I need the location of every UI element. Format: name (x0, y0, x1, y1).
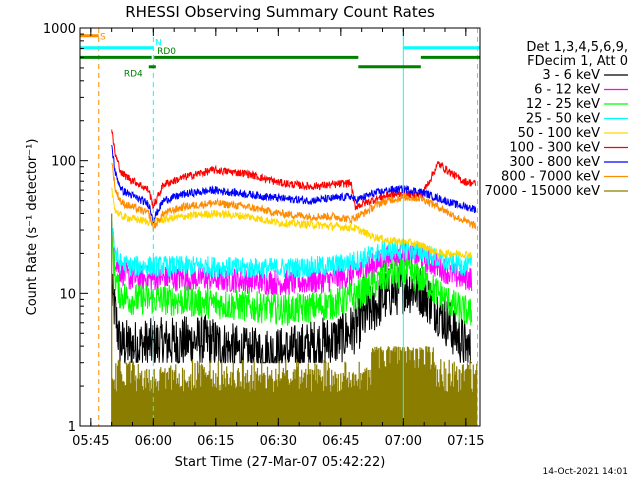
series-bars-7000-15000 (111, 346, 478, 426)
x-tick-label-0: 05:45 (72, 434, 109, 449)
x-tick-label-4: 06:45 (322, 434, 359, 449)
annotation-label-rd0: RD0 (157, 47, 176, 57)
annotation-label-rd4: RD4 (124, 70, 143, 80)
y-tick-label-1: 10 (59, 287, 76, 302)
plot-frame (79, 27, 481, 427)
legend-label-1: 6 - 12 keV (534, 83, 600, 98)
legend-label-5: 100 - 300 keV (509, 141, 600, 156)
y-tick-label-3: 1000 (43, 22, 76, 37)
series-line-6 (111, 144, 477, 224)
legend-label-0: 3 - 6 keV (542, 68, 600, 83)
y-axis: 1 10 100 1000 (43, 22, 88, 435)
x-axis: 05:45 06:00 06:15 06:30 06:45 07:00 07:15 (72, 28, 485, 449)
series-line-2 (111, 230, 473, 326)
legend: Det 1,3,4,5,6,9,FDecim 1, Att 03 - 6 keV… (485, 40, 628, 199)
x-tick-label-5: 07:00 (385, 434, 422, 449)
y-axis-label: Count Rate (s⁻¹ detector⁻¹) (25, 139, 40, 316)
legend-label-3: 25 - 50 keV (526, 112, 600, 127)
series-line-0 (111, 264, 472, 365)
x-tick-label-6: 07:15 (447, 434, 484, 449)
legend-label-6: 300 - 800 keV (509, 155, 600, 170)
x-tick-label-3: 06:30 (260, 434, 297, 449)
legend-label-4: 50 - 100 keV (518, 126, 601, 141)
legend-label-8: 7000 - 15000 keV (485, 184, 601, 199)
series-line-3 (111, 220, 473, 279)
legend-header-0: Det 1,3,4,5,6,9, (526, 40, 628, 55)
series-line-4 (111, 187, 473, 261)
annotation-label-n: N (155, 39, 162, 49)
x-tick-label-2: 06:15 (197, 434, 234, 449)
chart-title: RHESSI Observing Summary Count Rates (125, 3, 435, 21)
plot-data (98, 28, 478, 426)
x-tick-label-1: 06:00 (135, 434, 172, 449)
x-axis-label: Start Time (27-Mar-07 05:42:22) (175, 455, 386, 470)
y-tick-label-0: 1 (68, 420, 76, 435)
annotation-label-s: S (100, 33, 106, 43)
legend-header-1: FDecim 1, Att 0 (527, 54, 628, 69)
legend-label-7: 800 - 7000 keV (501, 170, 600, 185)
footer-date: 14-Oct-2021 14:01 (543, 467, 628, 477)
y-tick-label-2: 100 (51, 155, 76, 170)
legend-label-2: 12 - 25 keV (526, 97, 600, 112)
series-line-7 (111, 162, 477, 232)
